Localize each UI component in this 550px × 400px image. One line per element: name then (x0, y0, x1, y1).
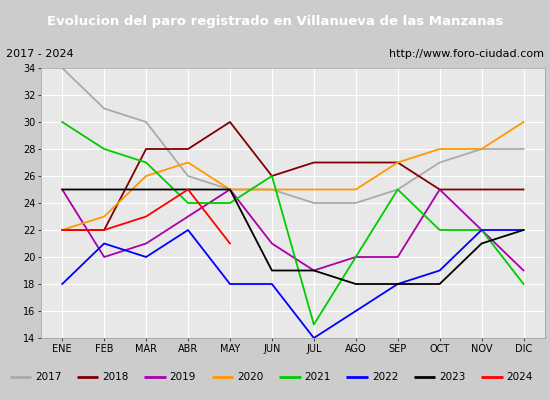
Text: 2022: 2022 (372, 372, 398, 382)
Text: 2017 - 2024: 2017 - 2024 (6, 49, 73, 59)
Text: 2023: 2023 (439, 372, 465, 382)
Text: 2020: 2020 (237, 372, 263, 382)
Text: http://www.foro-ciudad.com: http://www.foro-ciudad.com (389, 49, 544, 59)
Text: Evolucion del paro registrado en Villanueva de las Manzanas: Evolucion del paro registrado en Villanu… (47, 14, 503, 28)
Text: 2019: 2019 (169, 372, 196, 382)
Text: 2017: 2017 (35, 372, 61, 382)
Text: 2024: 2024 (507, 372, 533, 382)
Text: 2018: 2018 (102, 372, 129, 382)
Text: 2021: 2021 (304, 372, 331, 382)
